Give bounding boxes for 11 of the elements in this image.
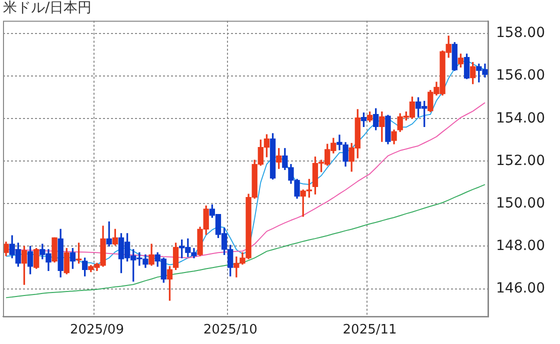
y-tick-label: 152.00 <box>496 152 545 169</box>
chart-title: 米ドル/日本円 <box>3 0 92 16</box>
y-tick-label: 154.00 <box>496 110 545 126</box>
x-tick-label: 2025/11 <box>342 322 397 338</box>
y-tick-label: 158.00 <box>496 25 545 42</box>
y-tick-label: 146.00 <box>496 280 545 296</box>
x-tick-label: 2025/10 <box>203 322 258 338</box>
x-tick-label: 2025/09 <box>70 322 124 338</box>
y-tick-label: 150.00 <box>496 195 545 212</box>
y-tick-label: 156.00 <box>496 68 545 84</box>
y-tick-label: 148.00 <box>496 238 545 254</box>
